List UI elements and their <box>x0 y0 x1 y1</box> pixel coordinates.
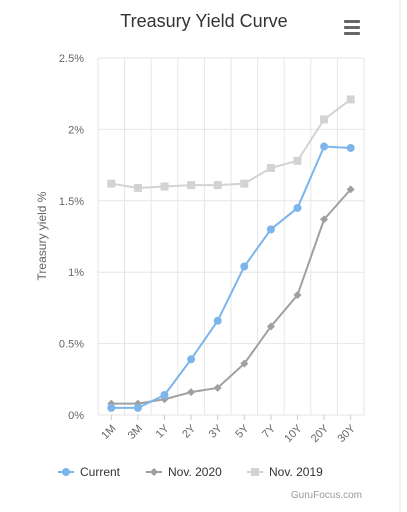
legend-label: Current <box>80 465 121 479</box>
data-point[interactable] <box>160 391 169 400</box>
x-tick-label: 3Y <box>207 422 225 440</box>
credit-link[interactable]: GuruFocus.com <box>291 490 362 501</box>
data-point[interactable] <box>320 142 329 151</box>
legend-marker <box>150 468 158 476</box>
data-point[interactable] <box>133 183 142 192</box>
y-tick-label: 1.5% <box>59 196 84 208</box>
data-point[interactable] <box>266 322 275 331</box>
legend-item[interactable]: Nov. 2019 <box>247 465 323 479</box>
data-point[interactable] <box>346 95 355 104</box>
series-nov-2019 <box>107 95 355 192</box>
series-group <box>107 95 355 412</box>
x-tick-label: 1Y <box>154 422 172 440</box>
data-point[interactable] <box>213 181 222 190</box>
legend-item[interactable]: Nov. 2020 <box>146 465 222 479</box>
y-tick-label: 2% <box>68 124 84 136</box>
data-point[interactable] <box>107 179 116 188</box>
y-tick-label: 0.5% <box>59 339 84 351</box>
legend-marker <box>62 468 70 476</box>
y-axis-ticks: 0% 0.5% 1% 1.5% 2% 2.5% <box>59 53 84 422</box>
hamburger-menu-icon[interactable] <box>343 19 361 35</box>
x-tick-label: 30Y <box>335 422 358 445</box>
data-point[interactable] <box>213 316 222 325</box>
data-point[interactable] <box>187 355 196 364</box>
gridlines <box>97 57 365 416</box>
y-tick-label: 1% <box>68 267 84 279</box>
legend-marker <box>251 468 259 476</box>
legend: Current Nov. 2020 Nov. 2019 <box>58 465 323 479</box>
data-point[interactable] <box>346 143 355 152</box>
data-point[interactable] <box>240 179 249 188</box>
data-point[interactable] <box>133 403 142 412</box>
data-point[interactable] <box>160 182 169 191</box>
x-tick-label: 7Y <box>260 422 278 440</box>
data-point[interactable] <box>320 115 329 124</box>
data-point[interactable] <box>320 215 329 224</box>
series-line <box>111 98 352 189</box>
series-line <box>111 145 351 409</box>
y-axis-label: Treasury yield % <box>35 191 49 280</box>
x-tick-label: 5Y <box>233 422 251 440</box>
data-point[interactable] <box>187 388 196 397</box>
x-tick-label: 1M <box>99 423 118 442</box>
y-tick-label: 0% <box>68 410 84 422</box>
x-axis-ticks: 1M 3M 1Y 2Y 3Y 5Y 7Y 10Y 20Y 30Y <box>99 415 358 445</box>
data-point[interactable] <box>293 203 302 212</box>
series-current <box>107 142 355 412</box>
data-point[interactable] <box>213 383 222 392</box>
data-point[interactable] <box>266 163 275 172</box>
data-point[interactable] <box>240 262 249 271</box>
data-point[interactable] <box>107 403 116 412</box>
legend-item[interactable]: Current <box>58 465 121 479</box>
data-point[interactable] <box>293 291 302 300</box>
legend-label: Nov. 2019 <box>269 465 323 479</box>
data-point[interactable] <box>187 181 196 190</box>
data-point[interactable] <box>240 359 249 368</box>
data-point[interactable] <box>293 156 302 165</box>
x-tick-label: 2Y <box>180 422 198 440</box>
data-point[interactable] <box>266 225 275 234</box>
data-point[interactable] <box>346 185 355 194</box>
x-tick-label: 20Y <box>309 422 332 445</box>
x-tick-label: 10Y <box>282 422 305 445</box>
legend-label: Nov. 2020 <box>168 465 222 479</box>
y-tick-label: 2.5% <box>59 53 84 65</box>
chart-title: Treasury Yield Curve <box>120 11 287 31</box>
x-tick-label: 3M <box>126 423 145 442</box>
